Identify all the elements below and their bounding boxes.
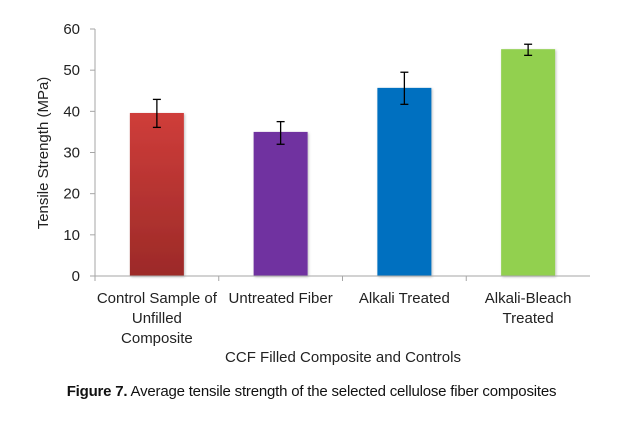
y-tick-label-4: 40 [63, 103, 80, 120]
error-bar-1 [276, 120, 285, 145]
bar-2 [377, 87, 432, 276]
y-axis-title: Tensile Strength (MPa) [35, 77, 52, 230]
figure-caption-text: Average tensile strength of the selected… [127, 383, 557, 400]
bar-0 [129, 112, 184, 276]
error-bars-group [152, 43, 533, 145]
bars-group [129, 49, 556, 277]
error-bar-0 [152, 98, 161, 129]
x-tick-label-2: Alkali Treated [359, 290, 450, 307]
y-tick-label-1: 10 [63, 227, 80, 244]
figure-caption: Figure 7. Average tensile strength of th… [0, 383, 623, 400]
error-bar-2 [400, 71, 409, 105]
axes-group [90, 28, 590, 281]
bar-3 [501, 49, 556, 277]
x-axis-title: CCF Filled Composite and Controls [225, 349, 461, 366]
x-tick-label-0: Control Sample of Unfilled Composite [97, 290, 218, 347]
y-tick-label-0: 0 [72, 268, 80, 285]
bar-1 [253, 131, 308, 276]
y-tick-label-6: 60 [63, 21, 80, 38]
labels-group: Control Sample of Unfilled Composite Untrea… [63, 21, 571, 347]
y-tick-label-2: 20 [63, 186, 80, 203]
x-tick-label-3: Alkali-Bleach Treated [485, 290, 572, 327]
y-tick-label-3: 30 [63, 145, 80, 162]
x-tick-label-1: Untreated Fiber [229, 290, 333, 307]
y-tick-label-5: 50 [63, 62, 80, 79]
bar-chart: Control Sample of Unfilled Composite Untrea… [35, 21, 590, 366]
figure-label: Figure 7. [66, 383, 128, 400]
error-bar-3 [524, 43, 533, 56]
